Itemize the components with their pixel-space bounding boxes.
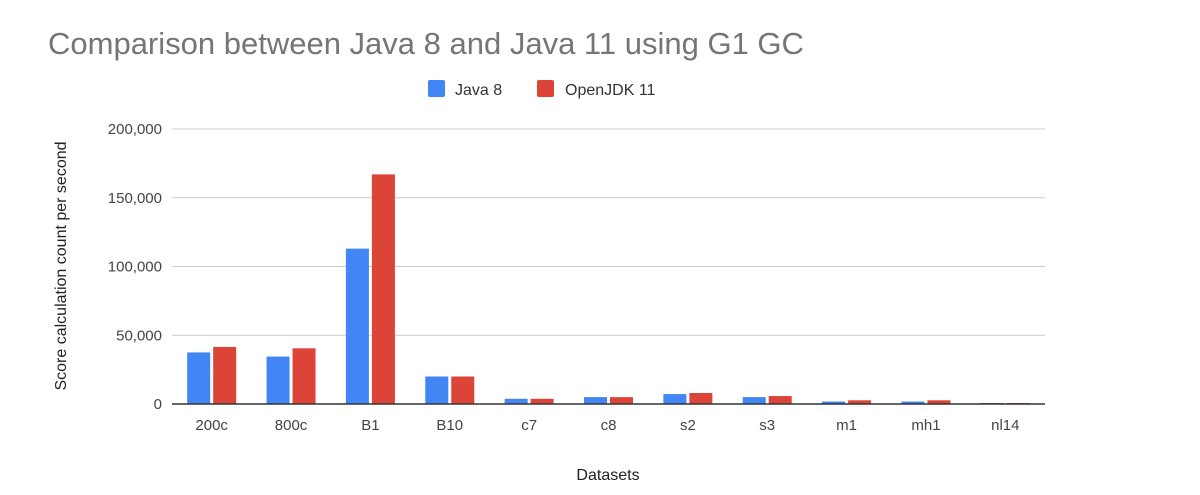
chart-title: Comparison between Java 8 and Java 11 us… [48,26,804,61]
bar-java-8-s3 [742,397,766,404]
bar-java-8-b10 [425,376,449,404]
x-axis-ticks: 200c 800c B1 B10 c7 c8 s2 s3 m1 mh1 nl14 [195,417,1019,434]
x-tick-label: mh1 [911,417,940,434]
y-tick-label: 50,000 [116,327,162,344]
y-tick-label: 100,000 [108,259,162,276]
bar-java-8-200c [187,352,211,404]
bar-openjdk-11-m1 [848,400,872,404]
y-tick-label: 200,000 [108,121,162,138]
bar-java-8-b1 [345,248,369,404]
legend-swatch-java-8 [428,80,445,97]
bar-openjdk-11-s2 [689,393,713,404]
y-tick-label: 150,000 [108,190,162,207]
legend-label-java-8: Java 8 [455,82,502,99]
x-tick-label: s2 [680,417,696,434]
x-tick-label: nl14 [991,417,1019,434]
x-tick-label: 200c [195,417,228,434]
bar-java-8-mh1 [901,401,925,404]
bar-openjdk-11-b1 [371,174,395,404]
y-axis-label: Score calculation count per second [53,141,70,390]
bar-openjdk-11-c7 [530,398,554,404]
grid-lines [172,128,1045,336]
bar-openjdk-11-200c [213,346,237,404]
legend-swatch-openjdk-11 [537,80,554,97]
x-axis-label: Datasets [576,467,639,484]
legend-label-openjdk-11: OpenJDK 11 [565,82,656,99]
x-tick-label: s3 [759,417,775,434]
bar-java-8-m1 [822,401,846,404]
bar-openjdk-11-800c [292,348,316,404]
bar-java-8-c8 [584,397,607,404]
bar-java-8-s2 [663,394,687,404]
bar-java-8-c7 [504,398,528,404]
x-tick-label: 800c [275,417,308,434]
bar-openjdk-11-s3 [768,396,792,404]
y-tick-label: 0 [154,396,162,413]
legend: Java 8 OpenJDK 11 [428,80,656,99]
bar-openjdk-11-mh1 [927,400,951,404]
x-tick-label: B10 [436,417,463,434]
x-tick-label: B1 [361,417,379,434]
x-tick-label: c8 [601,417,617,434]
bar-openjdk-11-c8 [610,397,633,404]
y-axis-ticks: 0 50,000 100,000 150,000 200,000 [108,121,162,413]
bar-openjdk-11-b10 [451,376,475,404]
bar-java-8-800c [266,356,290,404]
bars [187,174,1030,404]
x-tick-label: m1 [836,417,857,434]
x-tick-label: c7 [521,417,537,434]
